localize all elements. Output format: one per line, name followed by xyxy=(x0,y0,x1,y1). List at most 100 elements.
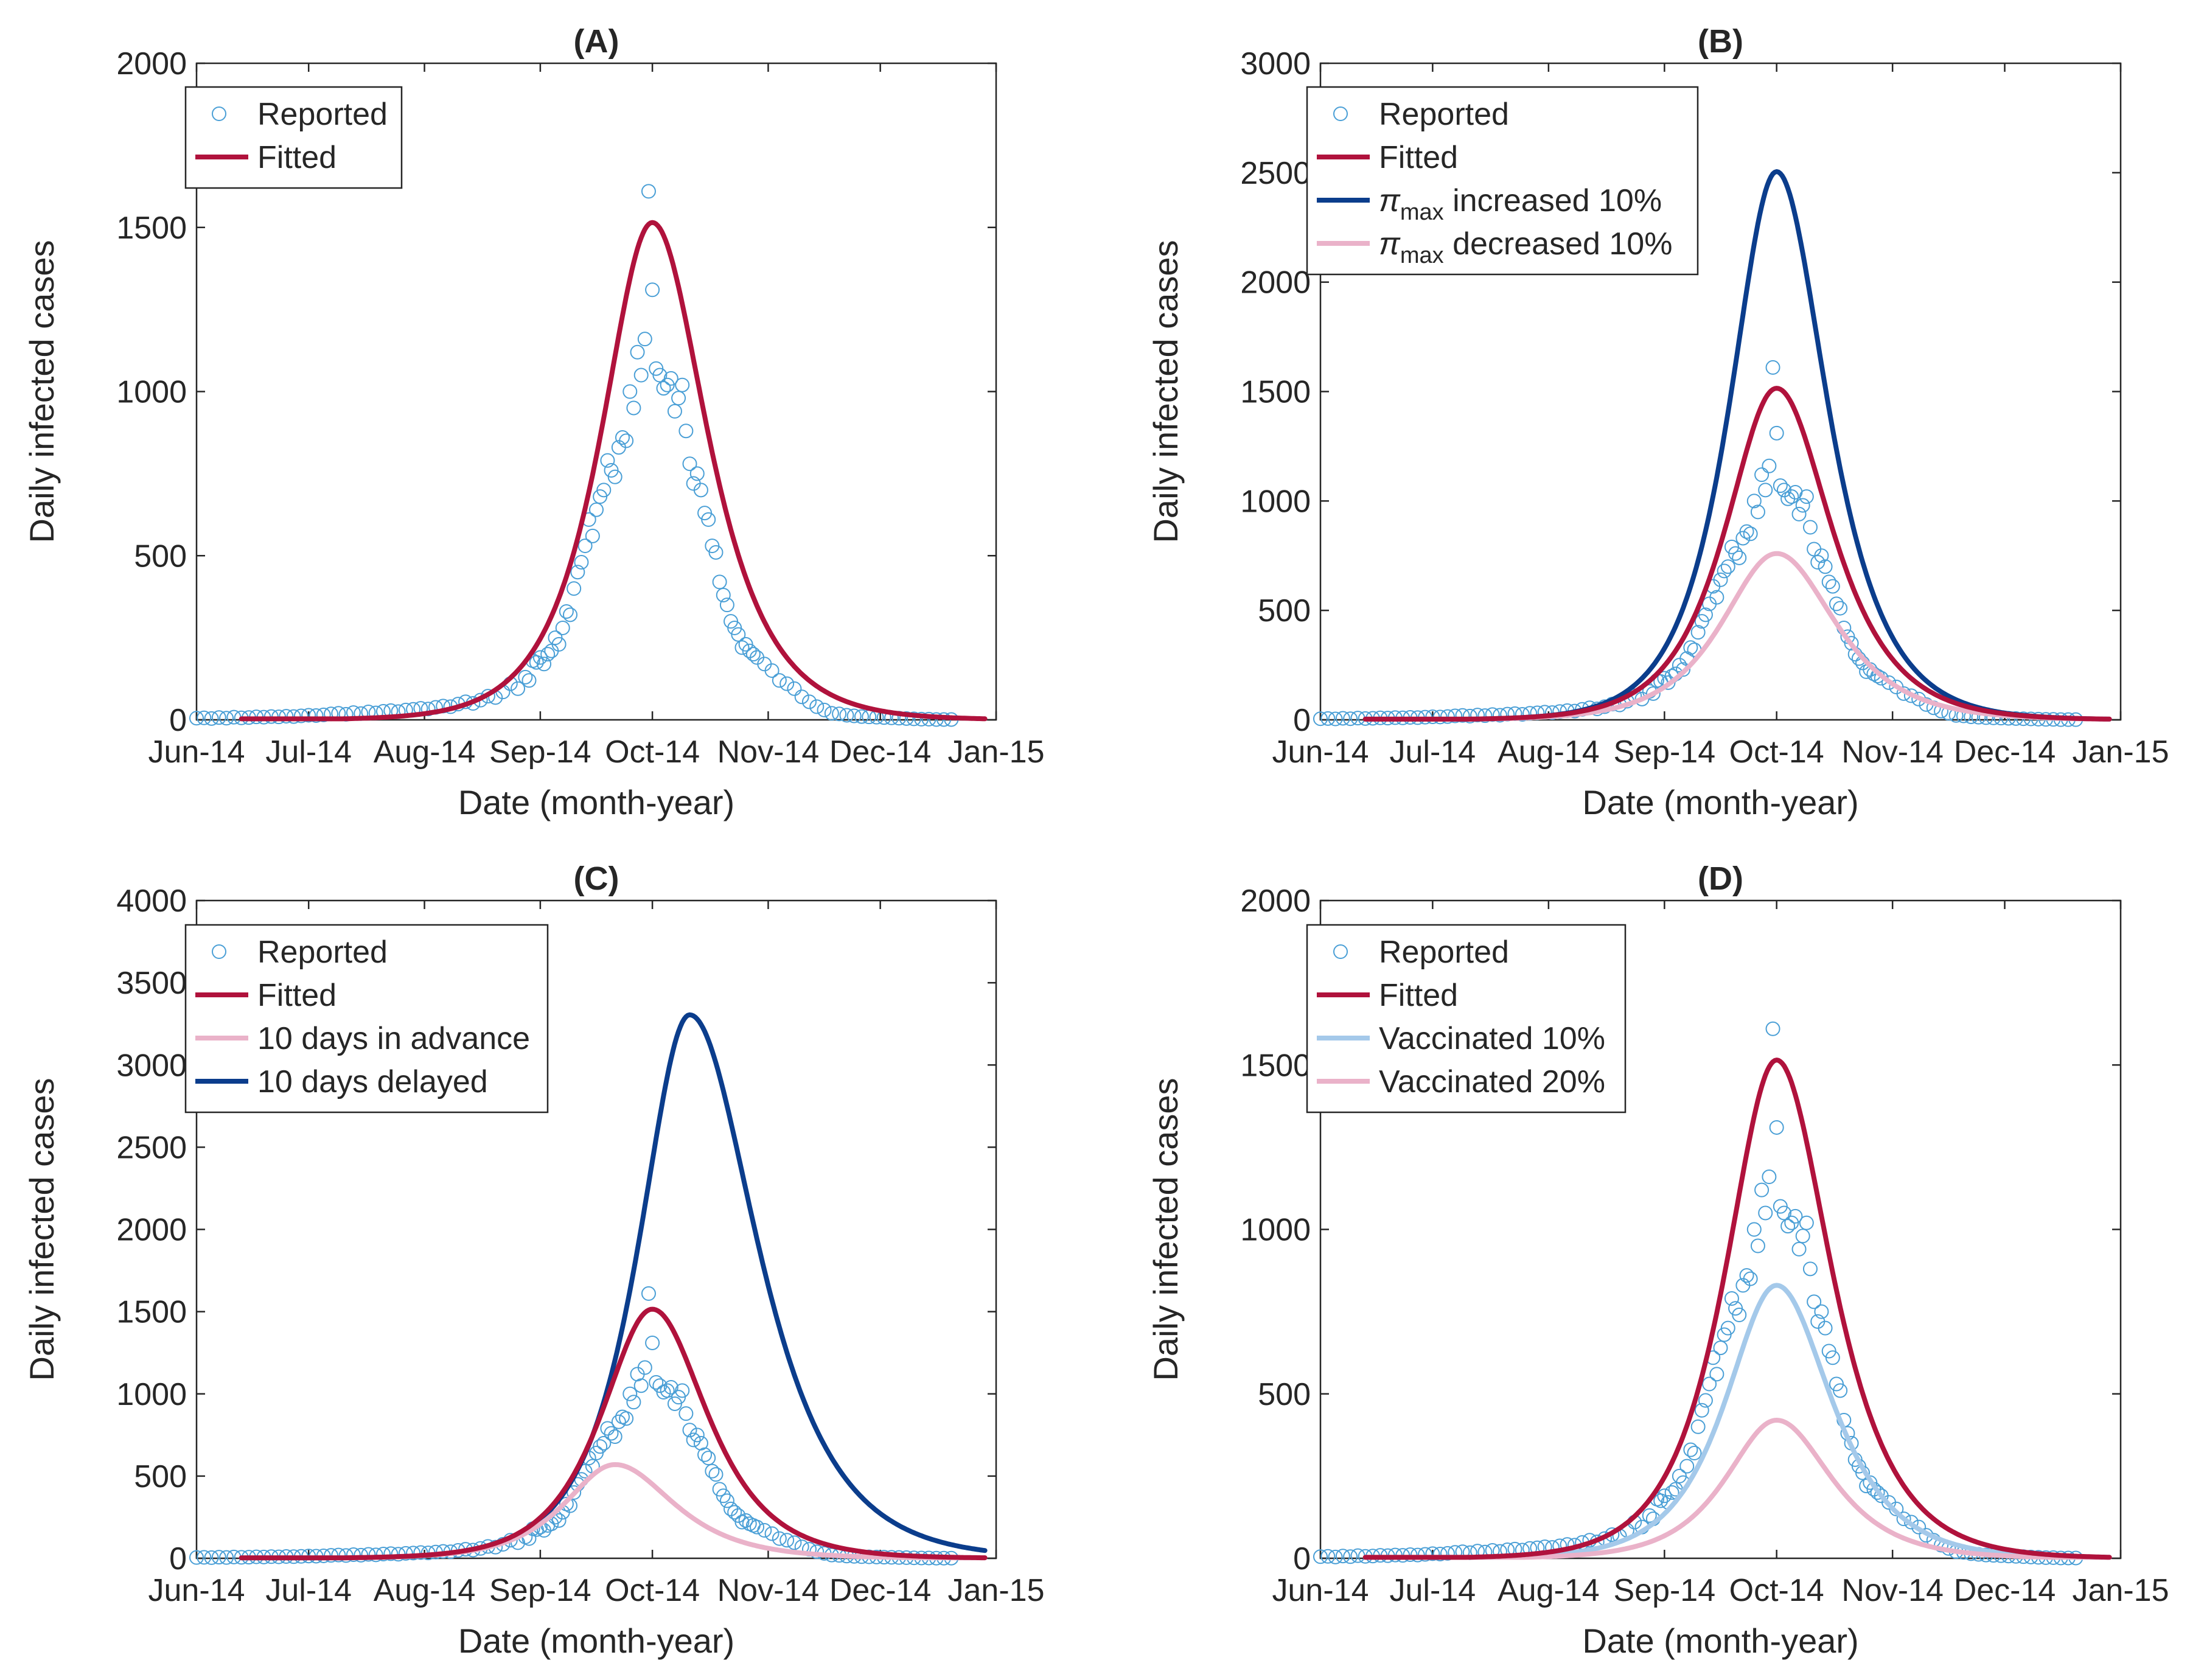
reported-point xyxy=(1818,559,1833,574)
y-tick-label: 1000 xyxy=(116,375,187,410)
reported-point xyxy=(663,1379,678,1395)
reported-point xyxy=(1758,1205,1773,1221)
x-tick-label: Jun-14 xyxy=(148,734,245,770)
y-tick-label: 3000 xyxy=(116,1048,187,1083)
reported-point xyxy=(1690,625,1706,640)
reported-point xyxy=(607,469,622,484)
reported-point xyxy=(1698,607,1713,622)
y-tick-label: 2000 xyxy=(1240,265,1311,301)
reported-point xyxy=(697,1447,713,1462)
reported-point xyxy=(899,711,914,726)
reported-point xyxy=(1833,601,1848,616)
reported-point xyxy=(1802,1261,1818,1277)
y-tick-label: 4000 xyxy=(116,884,187,919)
reported-point xyxy=(1791,506,1807,521)
reported-point xyxy=(211,710,226,725)
reported-point xyxy=(1821,574,1836,590)
x-tick-label: Oct-14 xyxy=(605,734,700,770)
reported-point xyxy=(563,607,578,622)
x-tick-label: Nov-14 xyxy=(717,734,820,770)
legend-box xyxy=(184,86,403,189)
panel-title: (A) xyxy=(574,23,619,60)
reported-point xyxy=(656,381,671,396)
x-tick-label: Sep-14 xyxy=(489,1573,591,1608)
reported-point xyxy=(660,1383,675,1398)
x-tick-label: Jan-15 xyxy=(948,1573,1045,1608)
reported-point xyxy=(637,332,652,347)
reported-point xyxy=(567,1485,582,1500)
reported-point xyxy=(701,512,716,527)
reported-point xyxy=(324,1548,339,1563)
reported-point xyxy=(846,708,862,723)
reported-point xyxy=(1769,1120,1784,1135)
reported-point xyxy=(383,1546,399,1561)
series-line-fitted xyxy=(1362,1058,2112,1560)
reported-point xyxy=(682,456,697,472)
reported-point xyxy=(309,708,324,723)
reported-point xyxy=(1780,1219,1796,1234)
reported-point xyxy=(1799,1215,1814,1230)
reported-point xyxy=(719,598,734,613)
y-tick-label: 500 xyxy=(134,1459,187,1494)
reported-point xyxy=(511,681,526,696)
reported-point xyxy=(1720,1320,1735,1336)
reported-point xyxy=(626,1395,641,1410)
reported-point xyxy=(1825,579,1840,594)
y-tick-label: 1000 xyxy=(1240,484,1311,519)
legend-label: Reported xyxy=(1379,935,1509,970)
reported-point xyxy=(1403,1547,1418,1563)
reported-point xyxy=(641,1286,656,1301)
reported-point xyxy=(1795,1229,1810,1244)
y-tick-label: 3500 xyxy=(116,966,187,1001)
reported-point xyxy=(559,604,574,619)
reported-point xyxy=(716,1488,731,1504)
y-tick-label: 2000 xyxy=(116,46,187,82)
legend-label: πmax decreased 10% xyxy=(1379,226,1672,268)
reported-point xyxy=(693,483,708,498)
legend-label: Vaccinated 20% xyxy=(1379,1064,1605,1100)
reported-point xyxy=(1462,708,1477,723)
reported-point xyxy=(1653,1493,1669,1508)
x-axis-label: Date (month-year) xyxy=(1582,783,1858,821)
reported-point xyxy=(567,581,582,596)
x-axis-label: Date (month-year) xyxy=(458,1622,734,1660)
reported-point xyxy=(1784,489,1799,504)
reported-point xyxy=(824,706,839,721)
reported-point xyxy=(619,1411,634,1426)
legend-label: Reported xyxy=(257,935,388,970)
x-tick-label: Jun-14 xyxy=(148,1573,245,1608)
reported-point xyxy=(689,1427,705,1443)
reported-point xyxy=(1328,1549,1343,1564)
y-tick-label: 1500 xyxy=(116,1295,187,1330)
reported-point xyxy=(1440,709,1455,724)
reported-point xyxy=(1717,563,1732,579)
y-axis-label: Daily infected cases xyxy=(1146,240,1185,543)
reported-point xyxy=(701,1451,716,1466)
reported-point xyxy=(1773,478,1788,493)
legend-marker xyxy=(212,944,226,959)
reported-point xyxy=(641,184,656,199)
reported-point xyxy=(1762,1169,1777,1185)
reported-point xyxy=(1645,686,1661,701)
reported-point xyxy=(331,1547,346,1563)
reported-point xyxy=(1799,489,1814,504)
x-tick-label: Oct-14 xyxy=(605,1573,700,1608)
x-tick-label: Jul-14 xyxy=(265,734,352,770)
reported-point xyxy=(645,282,660,298)
reported-point xyxy=(1683,1442,1698,1457)
reported-point xyxy=(1758,483,1773,498)
reported-point xyxy=(570,565,585,580)
reported-point xyxy=(622,384,638,399)
x-tick-label: Dec-14 xyxy=(1954,734,2056,770)
reported-point xyxy=(1320,711,1336,726)
reported-point xyxy=(854,709,869,724)
x-tick-label: Jan-15 xyxy=(2073,1573,2169,1608)
reported-point xyxy=(1788,1208,1803,1224)
y-tick-label: 2000 xyxy=(116,1213,187,1248)
legend: Reported Fitted 10 days in advance 10 days … xyxy=(184,924,549,1114)
reported-point xyxy=(1679,1459,1695,1474)
reported-point xyxy=(1313,711,1328,727)
reported-point xyxy=(652,368,668,383)
reported-point xyxy=(1328,711,1343,727)
reported-point xyxy=(914,711,929,727)
